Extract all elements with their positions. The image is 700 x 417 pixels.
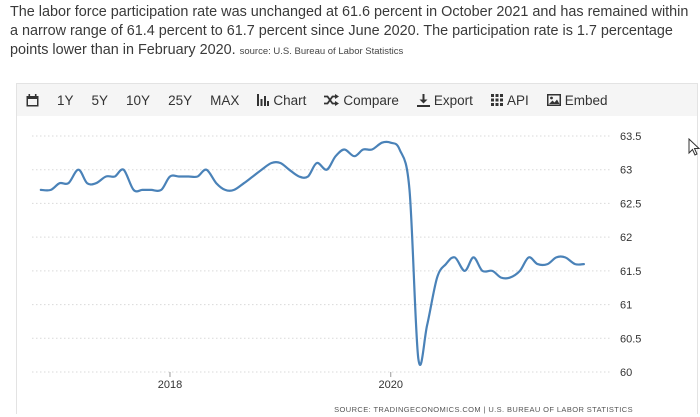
chart-button[interactable]: Chart	[257, 93, 306, 108]
y-tick-label: 61	[620, 300, 632, 312]
description: The labor force participation rate was u…	[10, 3, 698, 61]
y-tick-label: 62.5	[620, 198, 641, 210]
description-text: The labor force participation rate was u…	[10, 4, 689, 58]
x-axis-ticks: 2018 2020	[158, 372, 403, 391]
y-tick-label: 62	[620, 232, 632, 244]
range-1y-button[interactable]: 1Y	[57, 92, 74, 108]
y-axis-ticks: 63.5 63 62.5 62 61.5 61 60.5 60	[620, 131, 641, 379]
y-tick-label: 63.5	[620, 131, 641, 143]
y-tick-label: 61.5	[620, 266, 641, 278]
export-button-label: Export	[433, 92, 473, 108]
y-tick-label: 60.5	[620, 333, 641, 345]
api-button[interactable]: API	[490, 92, 529, 108]
y-tick-label: 63	[620, 165, 632, 177]
calendar-icon[interactable]	[26, 93, 39, 107]
range-5y-button[interactable]: 5Y	[91, 92, 109, 108]
bar-chart-icon	[257, 94, 270, 106]
series-line	[39, 140, 585, 366]
range-25y-button[interactable]: 25Y	[168, 92, 193, 108]
compare-button-label: Compare	[343, 92, 399, 108]
grid-icon	[490, 94, 503, 106]
embed-button[interactable]: Embed	[546, 92, 608, 108]
api-button-label: API	[506, 92, 529, 108]
chart-toolbar: 1Y 5Y 10Y 25Y MAX Chart Compare	[16, 83, 698, 116]
chart-button-label: Chart	[273, 92, 307, 108]
x-tick-label: 2018	[158, 379, 182, 391]
x-tick-label: 2020	[379, 379, 403, 391]
mouse-cursor-icon	[688, 137, 700, 161]
grid-lines	[32, 135, 610, 373]
embed-button-label: Embed	[564, 92, 608, 108]
image-icon	[546, 94, 561, 106]
range-10y-button[interactable]: 10Y	[126, 92, 151, 108]
description-source: source: U.S. Bureau of Labor Statistics	[239, 46, 404, 57]
compare-button[interactable]: Compare	[324, 93, 399, 108]
chart-source-footer: SOURCE: TRADINGECONOMICS.COM | U.S. BURE…	[334, 405, 633, 414]
download-icon	[416, 93, 430, 107]
export-button[interactable]: Export	[416, 92, 473, 108]
y-tick-label: 60	[620, 367, 632, 379]
range-max-button[interactable]: MAX	[210, 92, 240, 108]
shuffle-icon	[324, 94, 340, 106]
chart-frame	[16, 116, 698, 414]
